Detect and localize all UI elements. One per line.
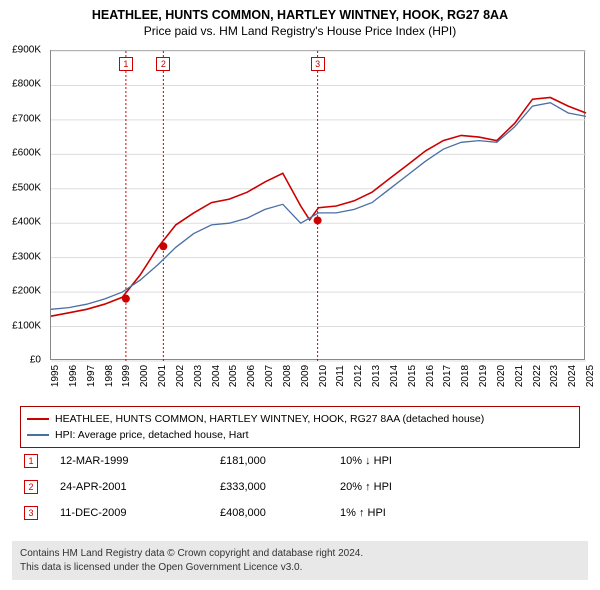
y-tick-label: £200K [12, 286, 41, 297]
legend-label: HEATHLEE, HUNTS COMMON, HARTLEY WINTNEY,… [55, 413, 484, 425]
event-delta: 10% ↓ HPI [340, 455, 460, 467]
event-row: 3 11-DEC-2009£408,0001% ↑ HPI [20, 500, 580, 526]
x-tick-label: 2013 [371, 365, 382, 387]
x-tick-label: 2023 [549, 365, 560, 387]
event-delta: 1% ↑ HPI [340, 507, 460, 519]
footer-line-1: Contains HM Land Registry data © Crown c… [20, 547, 580, 561]
y-tick-label: £100K [12, 320, 41, 331]
x-tick-label: 1999 [121, 365, 132, 387]
x-tick-label: 2011 [335, 365, 346, 387]
event-date: 24-APR-2001 [60, 481, 220, 493]
x-tick-label: 2003 [193, 365, 204, 387]
x-tick-label: 2012 [353, 365, 364, 387]
x-tick-label: 2022 [532, 365, 543, 387]
x-tick-label: 2005 [228, 365, 239, 387]
event-row: 1 12-MAR-1999£181,00010% ↓ HPI [20, 448, 580, 474]
y-tick-label: £800K [12, 79, 41, 90]
x-tick-label: 2004 [211, 365, 222, 387]
event-row: 2 24-APR-2001£333,00020% ↑ HPI [20, 474, 580, 500]
footer: Contains HM Land Registry data © Crown c… [12, 541, 588, 580]
y-axis: £0£100K£200K£300K£400K£500K£600K£700K£80… [0, 50, 45, 360]
legend-item: HPI: Average price, detached house, Hart [27, 427, 573, 443]
x-tick-label: 2016 [425, 365, 436, 387]
event-marker-badge: 1 [119, 57, 133, 71]
event-badge: 2 [24, 480, 38, 494]
footer-line-2: This data is licensed under the Open Gov… [20, 561, 580, 575]
y-tick-label: £700K [12, 113, 41, 124]
x-tick-label: 2000 [139, 365, 150, 387]
chart-title: HEATHLEE, HUNTS COMMON, HARTLEY WINTNEY,… [0, 8, 600, 22]
x-tick-label: 2019 [478, 365, 489, 387]
x-tick-label: 2002 [175, 365, 186, 387]
x-tick-label: 2024 [567, 365, 578, 387]
event-marker-dot [314, 216, 322, 224]
x-tick-label: 1998 [104, 365, 115, 387]
x-tick-label: 2025 [585, 365, 596, 387]
y-tick-label: £400K [12, 217, 41, 228]
x-tick-label: 1997 [86, 365, 97, 387]
x-tick-label: 1996 [68, 365, 79, 387]
legend-swatch [27, 418, 49, 420]
event-badge: 1 [24, 454, 38, 468]
x-tick-label: 2018 [460, 365, 471, 387]
x-tick-label: 1995 [50, 365, 61, 387]
events-table: 1 12-MAR-1999£181,00010% ↓ HPI 2 24-APR-200… [20, 448, 580, 526]
x-tick-label: 2010 [318, 365, 329, 387]
x-tick-label: 2001 [157, 365, 168, 387]
title-block: HEATHLEE, HUNTS COMMON, HARTLEY WINTNEY,… [0, 0, 600, 42]
series-line-property [51, 98, 586, 317]
x-tick-label: 2007 [264, 365, 275, 387]
event-date: 11-DEC-2009 [60, 507, 220, 519]
event-price: £408,000 [220, 507, 340, 519]
y-tick-label: £600K [12, 148, 41, 159]
chart-plot-area: 1 2 3 [50, 50, 585, 360]
event-marker-badge: 3 [311, 57, 325, 71]
y-tick-label: £300K [12, 251, 41, 262]
y-tick-label: £900K [12, 45, 41, 56]
x-tick-label: 2008 [282, 365, 293, 387]
event-delta: 20% ↑ HPI [340, 481, 460, 493]
chart-subtitle: Price paid vs. HM Land Registry's House … [0, 24, 600, 38]
x-tick-label: 2021 [514, 365, 525, 387]
x-tick-label: 2015 [407, 365, 418, 387]
x-axis: 1995 1996 1997 1998 1999 2000 2001 2002 2003 2004… [50, 362, 585, 402]
event-marker-badge: 2 [156, 57, 170, 71]
x-tick-label: 2014 [389, 365, 400, 387]
legend-swatch [27, 434, 49, 436]
legend-label: HPI: Average price, detached house, Hart [55, 429, 249, 441]
event-date: 12-MAR-1999 [60, 455, 220, 467]
x-tick-label: 2020 [496, 365, 507, 387]
event-price: £181,000 [220, 455, 340, 467]
x-tick-label: 2009 [300, 365, 311, 387]
event-badge: 3 [24, 506, 38, 520]
y-tick-label: £500K [12, 182, 41, 193]
chart-svg [51, 51, 584, 359]
x-tick-label: 2006 [246, 365, 257, 387]
series-line-hpi [51, 103, 586, 310]
y-tick-label: £0 [30, 355, 41, 366]
legend-item: HEATHLEE, HUNTS COMMON, HARTLEY WINTNEY,… [27, 411, 573, 427]
x-tick-label: 2017 [442, 365, 453, 387]
event-price: £333,000 [220, 481, 340, 493]
legend: HEATHLEE, HUNTS COMMON, HARTLEY WINTNEY,… [20, 406, 580, 448]
